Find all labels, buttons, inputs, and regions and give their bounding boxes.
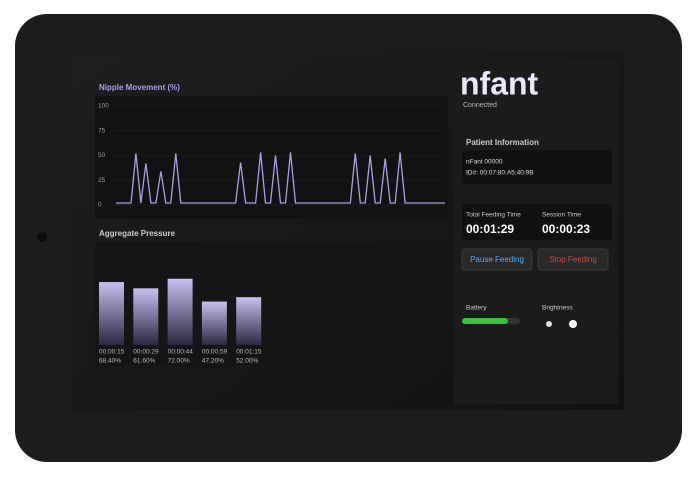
y-tick-label: 50: [98, 152, 106, 159]
bar: [167, 278, 193, 345]
connection-status: Connected: [463, 102, 497, 109]
patient-name: nFant 00000: [466, 159, 503, 166]
brightness-label: Brightness: [542, 305, 573, 312]
bar-time-label: 00:00:29: [133, 349, 159, 356]
chart-title: Aggregate Pressure: [99, 229, 176, 238]
camera: [37, 232, 47, 242]
patient-id: ID#: 00:07:80:A5:40:9B: [466, 170, 534, 177]
bar-value-label: 68.40%: [99, 358, 121, 365]
line-series: [116, 152, 445, 204]
button-label[interactable]: Pause Feeding: [470, 255, 524, 264]
battery-label: Battery: [466, 305, 487, 312]
y-tick-label: 25: [98, 177, 106, 184]
bar-value-label: 52.00%: [236, 358, 258, 365]
bar-time-label: 00:01:15: [236, 349, 262, 356]
bar-time-label: 00:00:15: [99, 349, 125, 356]
logo: nfant: [460, 65, 539, 101]
pause-button[interactable]: Pause Feeding: [461, 248, 533, 271]
timer-label: Total Feeding Time: [466, 212, 521, 219]
info-box: [462, 150, 612, 184]
bar: [236, 297, 262, 345]
section-title: Patient Information: [466, 138, 539, 147]
bar: [201, 301, 227, 345]
bar: [99, 282, 124, 345]
timer-label: Session Time: [542, 212, 581, 219]
bar-time-label: 00:00:59: [202, 349, 228, 356]
info-box: [462, 204, 612, 240]
y-tick-label: 75: [98, 127, 106, 134]
timer-value: 00:01:29: [466, 222, 514, 236]
brightness-up[interactable]: [569, 320, 577, 328]
stop-button[interactable]: Stop Feeding: [537, 248, 609, 271]
brightness-down[interactable]: [546, 321, 552, 327]
button-label[interactable]: Stop Feeding: [549, 255, 597, 264]
bar-time-label: 00:00:44: [168, 349, 194, 356]
bar-value-label: 47.20%: [202, 358, 224, 365]
battery-fill: [462, 318, 508, 324]
y-tick-label: 100: [98, 103, 109, 110]
bar-value-label: 72.00%: [168, 358, 190, 365]
y-tick-label: 0: [98, 202, 102, 209]
bar-value-label: 61.60%: [133, 358, 155, 365]
chart-title: Nipple Movement (%): [99, 83, 180, 92]
bar: [133, 288, 159, 345]
timer-value: 00:00:23: [542, 222, 590, 236]
